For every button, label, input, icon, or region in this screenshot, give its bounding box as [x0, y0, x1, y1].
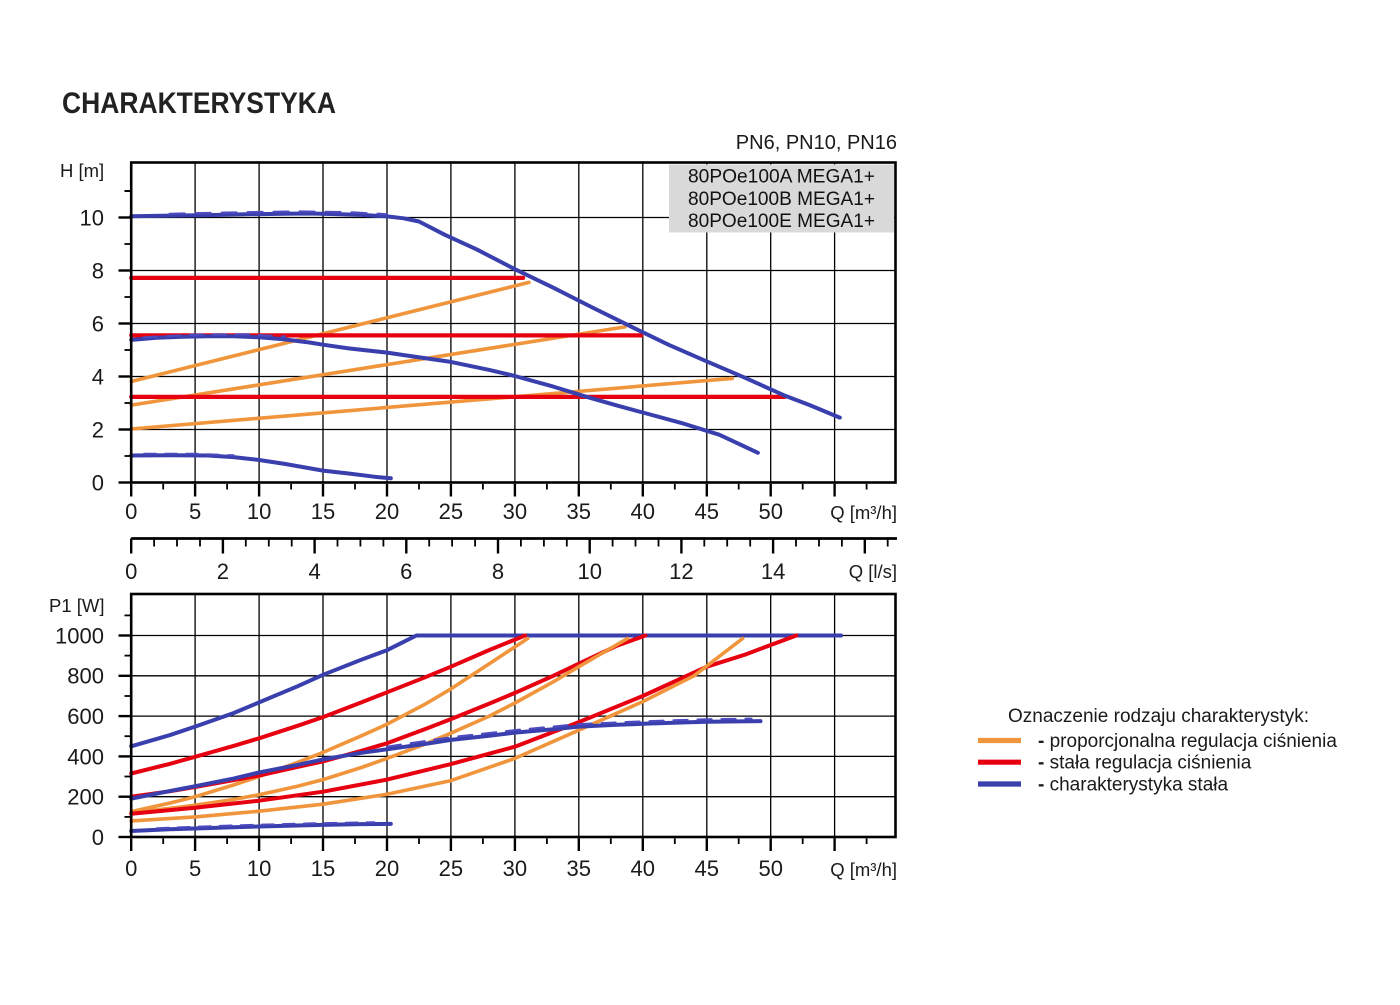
svg-text:50: 50: [758, 499, 782, 524]
svg-text:40: 40: [631, 499, 655, 524]
svg-text:8: 8: [492, 559, 504, 584]
svg-text:10: 10: [80, 205, 104, 230]
svg-text:40: 40: [631, 856, 655, 881]
svg-text:4: 4: [308, 559, 320, 584]
svg-text:80POe100E MEGA1+: 80POe100E MEGA1+: [688, 210, 875, 232]
svg-text:8: 8: [92, 258, 104, 283]
svg-text:80POe100A MEGA1+: 80POe100A MEGA1+: [688, 166, 875, 188]
svg-text:45: 45: [695, 856, 719, 881]
svg-text:- charakterystyka stała: - charakterystyka stała: [1038, 775, 1228, 796]
svg-text:P1 [W]: P1 [W]: [49, 595, 105, 616]
svg-text:20: 20: [375, 499, 399, 524]
svg-text:200: 200: [67, 785, 104, 810]
svg-text:4: 4: [92, 364, 104, 389]
svg-text:2: 2: [92, 417, 104, 442]
svg-text:Q [l/s]: Q [l/s]: [849, 561, 897, 582]
svg-text:25: 25: [439, 499, 463, 524]
svg-text:20: 20: [375, 856, 399, 881]
svg-text:CHARAKTERYSTYKA: CHARAKTERYSTYKA: [62, 87, 336, 120]
svg-text:- stała regulacja ciśnienia: - stała regulacja ciśnienia: [1038, 753, 1252, 774]
svg-text:PN6, PN10, PN16: PN6, PN10, PN16: [736, 132, 897, 154]
svg-text:2: 2: [217, 559, 229, 584]
svg-text:0: 0: [92, 470, 104, 495]
svg-text:10: 10: [577, 559, 601, 584]
svg-text:10: 10: [247, 856, 271, 881]
svg-text:10: 10: [247, 499, 271, 524]
svg-text:14: 14: [761, 559, 785, 584]
svg-text:0: 0: [125, 499, 137, 524]
svg-text:35: 35: [567, 856, 591, 881]
svg-text:600: 600: [67, 704, 104, 729]
svg-text:400: 400: [67, 744, 104, 769]
svg-text:45: 45: [695, 499, 719, 524]
svg-text:15: 15: [311, 499, 335, 524]
svg-text:6: 6: [92, 311, 104, 336]
svg-text:12: 12: [669, 559, 693, 584]
svg-text:Q [m³/h]: Q [m³/h]: [830, 859, 897, 880]
svg-text:H [m]: H [m]: [60, 160, 104, 181]
svg-text:80POe100B MEGA1+: 80POe100B MEGA1+: [688, 188, 875, 210]
svg-text:0: 0: [125, 559, 137, 584]
svg-text:50: 50: [758, 856, 782, 881]
svg-text:5: 5: [189, 499, 201, 524]
svg-text:800: 800: [67, 664, 104, 689]
svg-text:15: 15: [311, 856, 335, 881]
svg-text:35: 35: [567, 499, 591, 524]
svg-text:30: 30: [503, 856, 527, 881]
svg-text:5: 5: [189, 856, 201, 881]
svg-text:25: 25: [439, 856, 463, 881]
svg-text:- proporcjonalna regulacja ciś: - proporcjonalna regulacja ciśnienia: [1038, 731, 1337, 752]
svg-text:0: 0: [92, 825, 104, 850]
svg-text:6: 6: [400, 559, 412, 584]
svg-text:30: 30: [503, 499, 527, 524]
svg-text:Q [m³/h]: Q [m³/h]: [830, 502, 897, 523]
svg-text:0: 0: [125, 856, 137, 881]
svg-text:Oznaczenie rodzaju charakterys: Oznaczenie rodzaju charakterystyk:: [1008, 706, 1309, 727]
svg-text:1000: 1000: [55, 623, 104, 648]
